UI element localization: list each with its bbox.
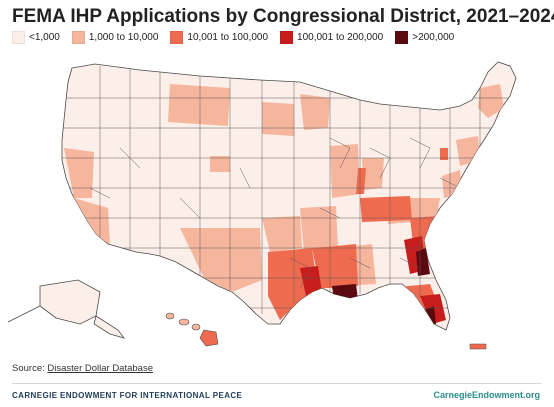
legend-label-gt200k: >200,000 — [412, 32, 455, 43]
south-dakota-region[interactable] — [262, 102, 294, 136]
oklahoma-region[interactable] — [262, 216, 302, 252]
illinois-region[interactable] — [330, 144, 360, 198]
hawaii-inset[interactable] — [165, 312, 219, 347]
new-york-city-region[interactable] — [440, 148, 448, 160]
footer-site-link[interactable]: CarnegieEndowment.org — [433, 390, 540, 400]
map-title: FEMA IHP Applications by Congressional D… — [12, 6, 554, 27]
legend-swatch-gt200k — [395, 31, 409, 44]
mississippi-region[interactable] — [336, 244, 358, 288]
legend-label-1k-10k: 1,000 to 10,000 — [88, 32, 159, 43]
california-north-region[interactable] — [64, 148, 94, 198]
legend-item-1k-10k: 1,000 to 10,000 — [71, 31, 159, 44]
california-south-region[interactable] — [74, 198, 110, 244]
legend-item-100k-200k: 100,001 to 200,000 — [280, 31, 383, 44]
legend: <1,000 1,000 to 10,000 10,001 to 100,000… — [12, 31, 454, 44]
legend-swatch-1k-10k — [71, 31, 85, 44]
source-prefix: Source: — [12, 363, 48, 374]
map-svg[interactable] — [0, 48, 554, 360]
kentucky-region[interactable] — [360, 196, 412, 222]
legend-label-lt1000: <1,000 — [29, 32, 60, 43]
alaska-inset[interactable] — [7, 279, 126, 339]
legend-item-gt200k: >200,000 — [395, 31, 454, 44]
legend-swatch-lt1000 — [12, 31, 25, 44]
puerto-rico[interactable] — [469, 343, 487, 350]
south-carolina-coast-region[interactable] — [416, 248, 430, 276]
texas-west-region[interactable] — [180, 228, 262, 292]
indiana-west-region[interactable] — [356, 168, 366, 194]
montana-region[interactable] — [168, 84, 230, 126]
footer-divider — [12, 383, 542, 384]
legend-swatch-10k-100k — [170, 31, 184, 44]
arizona-south-region[interactable] — [120, 254, 150, 278]
maine-region[interactable] — [478, 84, 504, 118]
legend-swatch-100k-200k — [280, 31, 294, 44]
minnesota-region[interactable] — [300, 94, 330, 130]
legend-item-10k-100k: 10,001 to 100,000 — [170, 31, 268, 44]
new-york-region[interactable] — [456, 136, 480, 166]
district-borders — [62, 66, 516, 318]
legend-label-100k-200k: 100,001 to 200,000 — [297, 32, 384, 43]
legend-label-10k-100k: 10,001 to 100,000 — [187, 32, 269, 43]
source-line: Source: Disaster Dollar Database — [12, 363, 153, 374]
legend-item-lt1000: <1,000 — [12, 31, 60, 44]
us-district-map[interactable] — [0, 48, 554, 360]
source-link[interactable]: Disaster Dollar Database — [47, 363, 153, 374]
houston-region[interactable] — [300, 266, 322, 296]
footer-org: CARNEGIE ENDOWMENT FOR INTERNATIONAL PEA… — [12, 391, 243, 400]
louisiana-south-region[interactable] — [332, 284, 358, 300]
indiana-region[interactable] — [362, 158, 384, 190]
colorado-region[interactable] — [210, 156, 230, 172]
arkansas-region[interactable] — [300, 206, 338, 252]
